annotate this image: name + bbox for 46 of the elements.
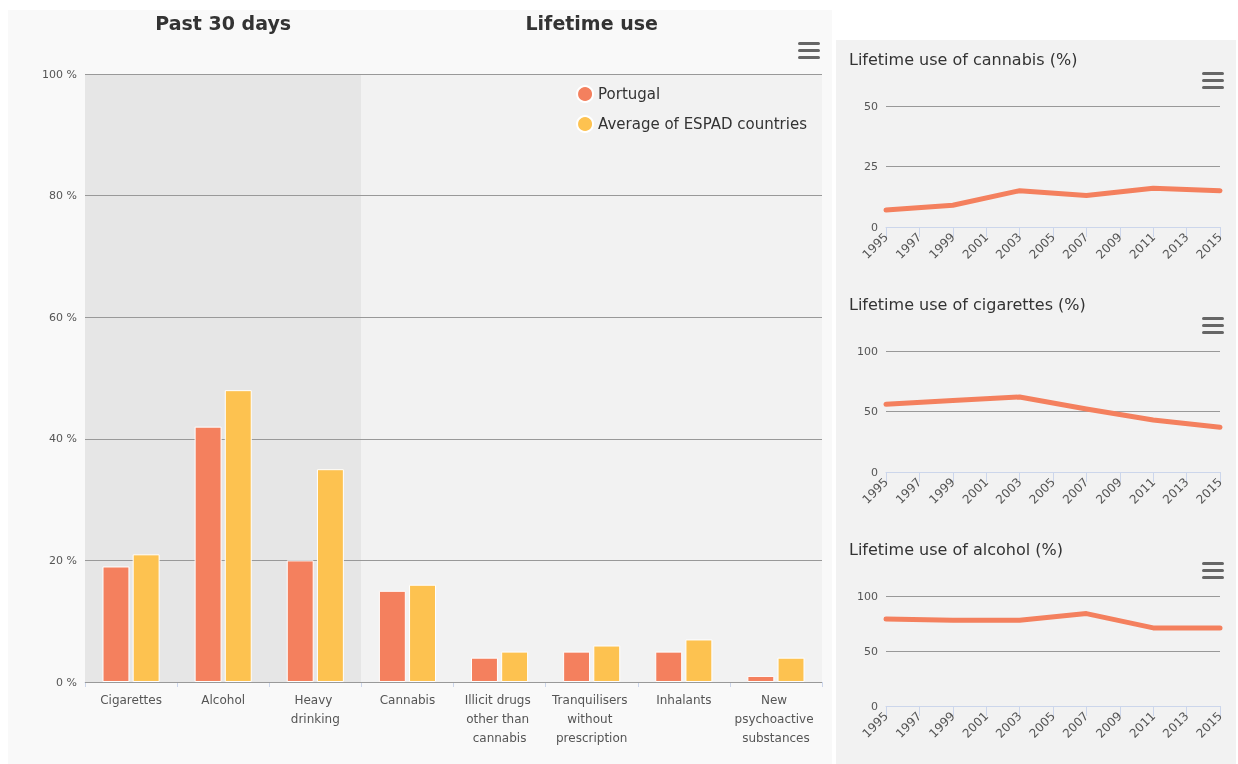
chart-title: Lifetime use of cannabis (%) [849,49,1078,69]
bar [316,469,344,682]
x-tick-label: Inhalants [656,692,712,707]
bar [409,584,436,682]
y-tick-label: 60 % [49,310,77,324]
bar [747,675,775,682]
x-tick-label: Cigarettes [100,692,162,707]
y-tick-label: 0 [871,699,878,713]
y-tick-label: 50 [864,99,878,113]
x-tick-label: Cannabis [379,692,436,707]
y-tick-label: 0 % [56,675,77,689]
bar [132,554,160,682]
bar [224,390,252,682]
y-tick-label: 80 % [49,189,77,203]
y-tick-label: 0 [871,220,878,234]
bar [378,590,406,682]
bar [655,651,683,682]
x-tick-label: New psychoactive substances [734,692,818,745]
y-tick-label: 25 [864,160,878,173]
bar [471,657,498,682]
band-label: Past 30 days [155,11,292,34]
bar [593,645,621,682]
y-tick-label: 100 [857,589,878,603]
y-tick-label: 100 [857,344,878,358]
x-tick-label: Heavy drinking [290,692,340,726]
y-tick-label: 100 % [42,67,77,81]
bar [501,651,529,682]
legend-label: Portugal [598,85,661,103]
band-label: Lifetime use [525,11,658,34]
legend-label: Average of ESPAD countries [598,115,808,133]
bar [286,560,314,682]
chart-title: Lifetime use of alcohol (%) [849,539,1063,559]
x-tick-label: Alcohol [201,692,246,707]
y-tick-label: 50 [864,644,878,658]
bar [685,639,713,682]
bar [563,651,591,682]
bar [777,657,805,682]
y-tick-label: 0 [871,465,878,479]
y-tick-label: 20 % [49,553,77,567]
bar [194,426,222,682]
x-tick-label: Illicit drugs other than cannabis [464,692,535,745]
y-tick-label: 40 % [49,432,77,446]
chart-title: Lifetime use of cigarettes (%) [849,294,1086,314]
x-tick-label: Tranquilisers without prescription [551,692,632,745]
bar [102,566,130,682]
y-tick-label: 50 [864,405,878,418]
